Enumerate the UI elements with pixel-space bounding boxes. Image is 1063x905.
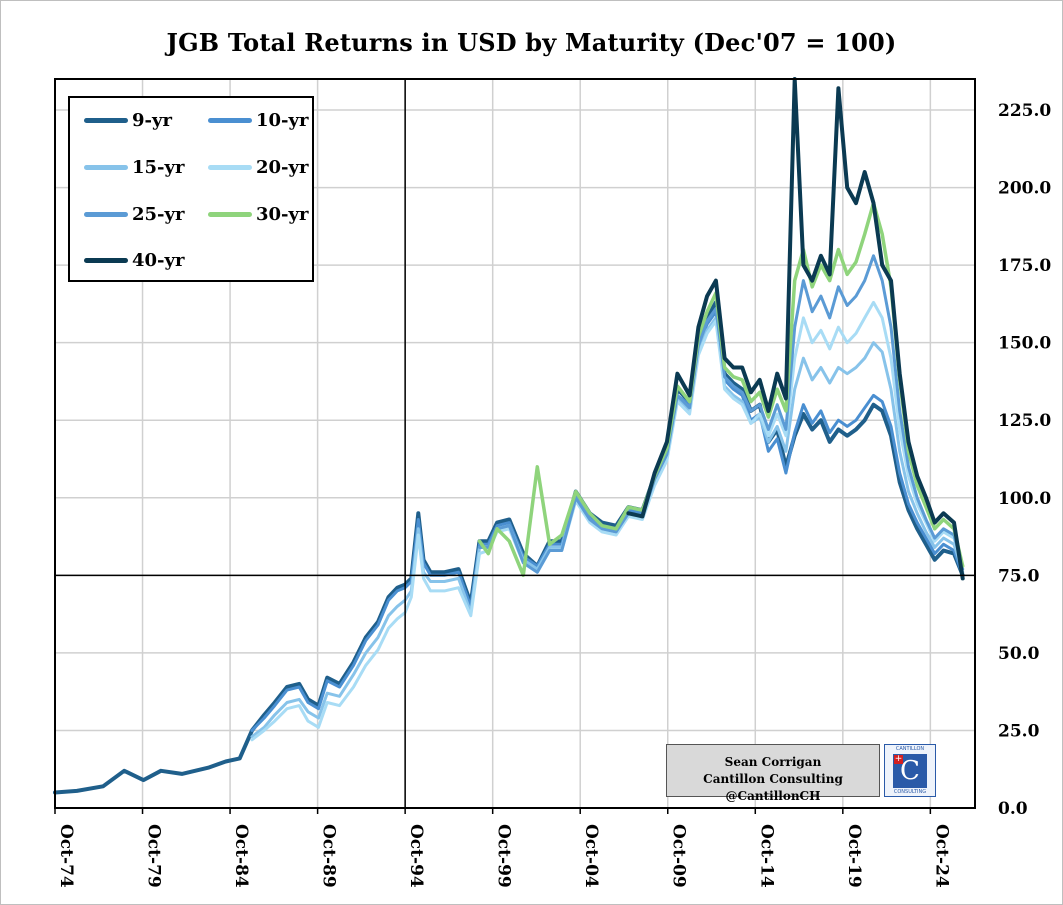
cantillon-logo: CANTILLON C + CONSULTING [884, 744, 936, 797]
swiss-cross-icon: + [894, 754, 903, 764]
x-tick-label: Oct-09 [669, 824, 689, 888]
author-affiliation: Cantillon Consulting @CantillonCH [703, 772, 843, 803]
legend: 9-yr 10-yr 15-yr 20-yr 25-yr 30-yr 40-yr [68, 96, 314, 282]
x-tick-label: Oct-84 [231, 824, 251, 888]
y-tick-label: 0.0 [998, 799, 1028, 819]
series-line-20-yr [250, 300, 965, 742]
x-tick-label: Oct-74 [56, 824, 76, 888]
legend-label: 30-yr [256, 203, 309, 225]
y-tick-label: 225.0 [998, 101, 1051, 121]
legend-swatch [84, 117, 128, 123]
series-lines [53, 77, 965, 795]
x-axis-ticks: Oct-74 Oct-79 Oct-84 Oct-89 Oct-94 Oct-99 Oct-… [54, 808, 951, 888]
y-tick-label: 150.0 [998, 334, 1051, 354]
logo-bottom-text: CONSULTING [893, 789, 927, 795]
legend-swatch [208, 211, 252, 217]
legend-label: 15-yr [132, 156, 185, 178]
y-tick-label: 125.0 [998, 411, 1051, 431]
legend-item-10yr: 10-yr [208, 108, 308, 132]
y-tick-label: 175.0 [998, 256, 1051, 276]
legend-item-9yr: 9-yr [84, 108, 172, 132]
chart-title: JGB Total Returns in USD by Maturity (De… [166, 28, 897, 57]
x-tick-label: Oct-24 [931, 824, 951, 888]
y-axis-ticks: 0.0 25.0 50.0 75.0 100.0 125.0 150.0 175.0 200.0… [998, 101, 1051, 819]
x-tick-label: Oct-04 [581, 824, 601, 888]
legend-swatch [84, 211, 128, 217]
legend-item-30yr: 30-yr [208, 202, 308, 226]
y-tick-label: 25.0 [998, 721, 1040, 741]
x-tick-label: Oct-89 [319, 824, 339, 888]
y-tick-label: 100.0 [998, 489, 1051, 509]
series-line-25-yr [478, 254, 965, 574]
legend-label: 9-yr [132, 109, 172, 131]
legend-label: 20-yr [256, 156, 309, 178]
reference-lines [55, 79, 975, 808]
author-name: Sean Corrigan [724, 755, 822, 769]
legend-item-20yr: 20-yr [208, 155, 308, 179]
logo-top-text: CANTILLON [895, 746, 925, 752]
y-tick-label: 200.0 [998, 179, 1051, 199]
author-credit-box: Sean Corrigan Cantillon Consulting @Cant… [666, 744, 880, 803]
series-line-40-yr [626, 77, 965, 581]
legend-swatch [84, 164, 128, 170]
legend-item-40yr: 40-yr [84, 248, 184, 272]
legend-swatch [84, 257, 128, 263]
legend-label: 25-yr [132, 203, 185, 225]
legend-item-25yr: 25-yr [84, 202, 184, 226]
x-tick-label: Oct-79 [144, 824, 164, 888]
x-tick-label: Oct-99 [494, 824, 514, 888]
legend-swatch [208, 117, 252, 123]
plot-area-border [54, 78, 976, 809]
y-tick-label: 75.0 [998, 566, 1040, 586]
legend-label: 10-yr [256, 109, 309, 131]
legend-swatch [208, 164, 252, 170]
legend-label: 40-yr [132, 249, 185, 271]
legend-item-15yr: 15-yr [84, 155, 184, 179]
y-tick-label: 50.0 [998, 644, 1040, 664]
x-tick-label: Oct-14 [756, 824, 776, 888]
x-tick-label: Oct-94 [406, 824, 426, 888]
x-tick-label: Oct-19 [844, 824, 864, 888]
